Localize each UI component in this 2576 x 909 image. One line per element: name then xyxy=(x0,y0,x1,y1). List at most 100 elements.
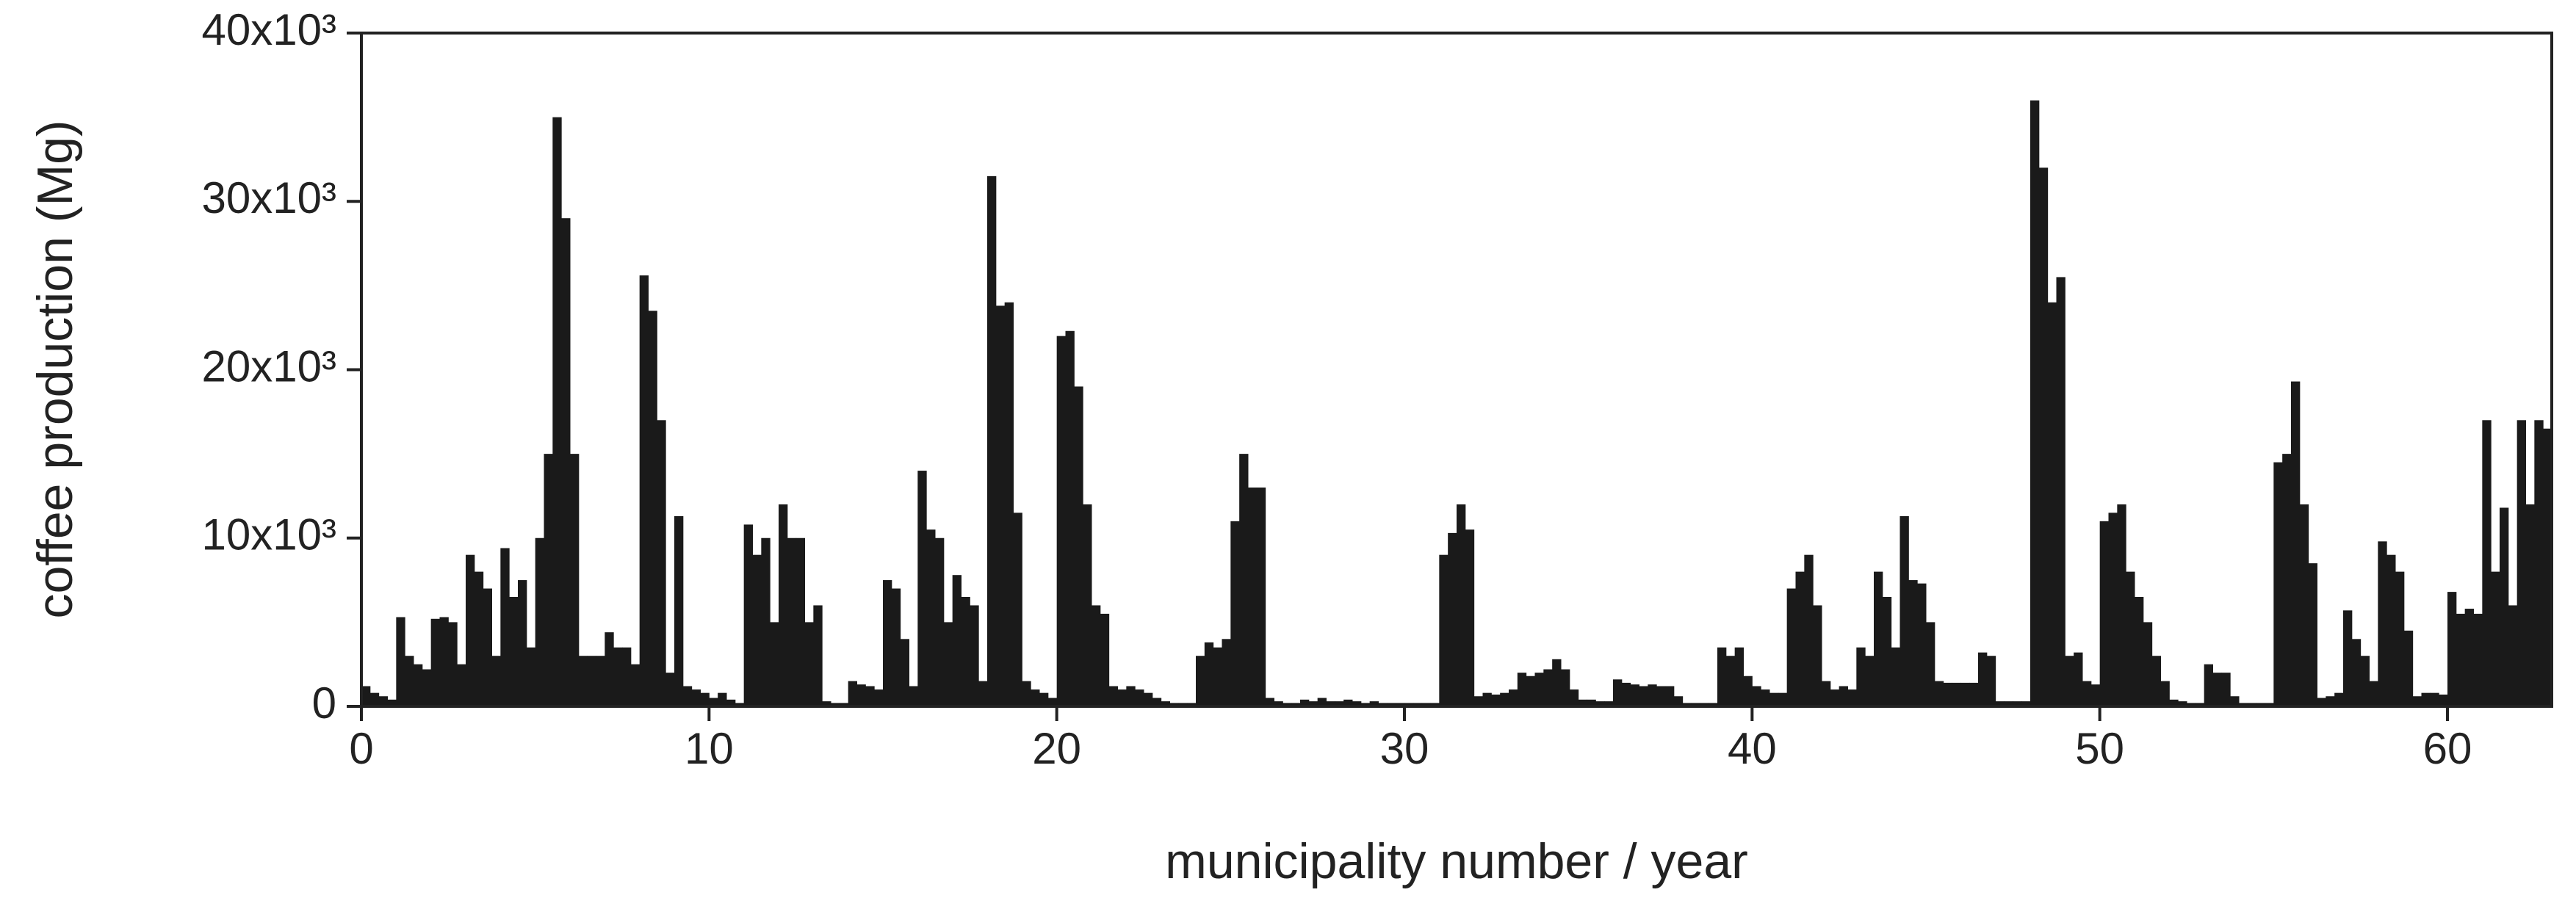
bar xyxy=(2143,622,2153,706)
bar xyxy=(1665,686,1675,706)
bar xyxy=(1144,692,1153,706)
bar xyxy=(1752,686,1761,706)
bar xyxy=(2403,630,2414,706)
bar xyxy=(865,686,875,706)
bar xyxy=(1500,692,1509,706)
bar xyxy=(1621,682,1631,706)
bar xyxy=(1396,703,1405,706)
bar xyxy=(2473,613,2483,706)
bar xyxy=(1978,652,1988,706)
bar xyxy=(691,689,701,706)
y-tick-label: 40x10³ xyxy=(202,5,336,54)
bar xyxy=(1248,487,1258,706)
bar xyxy=(1995,701,2005,706)
bar xyxy=(1239,454,1249,706)
bar xyxy=(900,639,909,706)
bar xyxy=(779,504,788,706)
y-tick-label: 10x10³ xyxy=(202,510,336,559)
bar xyxy=(795,537,805,706)
bar xyxy=(1265,698,1274,706)
bar xyxy=(2265,703,2274,706)
x-tick-label: 20 xyxy=(1032,724,1081,773)
bar xyxy=(970,605,979,706)
bar xyxy=(396,617,405,706)
bar xyxy=(1369,701,1379,706)
bar xyxy=(1178,703,1188,706)
bar xyxy=(1639,686,1648,706)
bar xyxy=(430,618,440,706)
bar xyxy=(1439,554,1448,706)
bar xyxy=(544,454,553,706)
bar xyxy=(2247,703,2257,706)
bar xyxy=(1934,681,1944,706)
bar xyxy=(2395,571,2405,706)
bar xyxy=(552,117,562,706)
bar xyxy=(630,664,641,706)
bar xyxy=(2282,454,2292,706)
bar xyxy=(2056,277,2066,707)
bar xyxy=(422,669,432,706)
bar xyxy=(2030,100,2040,706)
bar xyxy=(1473,696,1483,706)
bar xyxy=(2334,692,2344,706)
bar xyxy=(1056,336,1066,706)
bar xyxy=(1378,703,1388,706)
bar xyxy=(1196,656,1205,706)
bar xyxy=(1604,701,1614,706)
bar xyxy=(2343,610,2353,706)
bar xyxy=(448,622,458,706)
bar xyxy=(1830,689,1840,706)
bar xyxy=(613,647,623,706)
bar xyxy=(2082,681,2092,706)
bar xyxy=(1022,681,1031,706)
bar xyxy=(2299,504,2309,706)
y-tick-label: 0 xyxy=(312,678,336,728)
x-tick-label: 50 xyxy=(2075,724,2124,773)
bar xyxy=(1986,656,1996,706)
bar xyxy=(1882,596,1892,706)
bar xyxy=(526,647,536,706)
bar xyxy=(1734,647,1744,706)
bar xyxy=(2412,696,2422,706)
bar xyxy=(1526,676,1535,706)
bar xyxy=(1691,703,1700,706)
bar xyxy=(909,686,918,706)
bar xyxy=(1656,686,1666,706)
bar xyxy=(1031,689,1040,706)
bar xyxy=(770,622,779,706)
bar xyxy=(1717,647,1727,706)
bar xyxy=(1457,504,1466,706)
bar xyxy=(674,515,684,706)
bar xyxy=(709,698,718,706)
bar xyxy=(2195,703,2205,706)
bar xyxy=(2508,605,2518,706)
bar xyxy=(1282,703,1292,706)
x-tick-label: 10 xyxy=(685,724,734,773)
bar xyxy=(1917,583,1927,706)
bar xyxy=(1839,686,1848,706)
bar xyxy=(2534,420,2544,706)
bar xyxy=(1587,699,1596,706)
bar xyxy=(1169,703,1179,706)
bar xyxy=(405,656,414,706)
bar xyxy=(1100,613,1110,706)
bar xyxy=(874,689,884,706)
bar xyxy=(682,686,693,706)
bar xyxy=(1352,701,1362,706)
bar xyxy=(987,175,997,707)
bar xyxy=(2187,703,2196,706)
bar xyxy=(1822,681,1831,706)
bar xyxy=(2421,692,2431,706)
bar xyxy=(952,575,962,706)
bar xyxy=(2256,703,2265,706)
bar xyxy=(1899,515,1909,706)
bar xyxy=(369,692,380,706)
bar xyxy=(1083,504,1092,706)
bar xyxy=(2221,673,2231,706)
bar xyxy=(883,580,892,706)
bar xyxy=(1213,647,1222,706)
bar xyxy=(2378,541,2387,706)
bar xyxy=(483,588,492,706)
bar xyxy=(926,529,936,706)
bar xyxy=(2317,698,2326,706)
